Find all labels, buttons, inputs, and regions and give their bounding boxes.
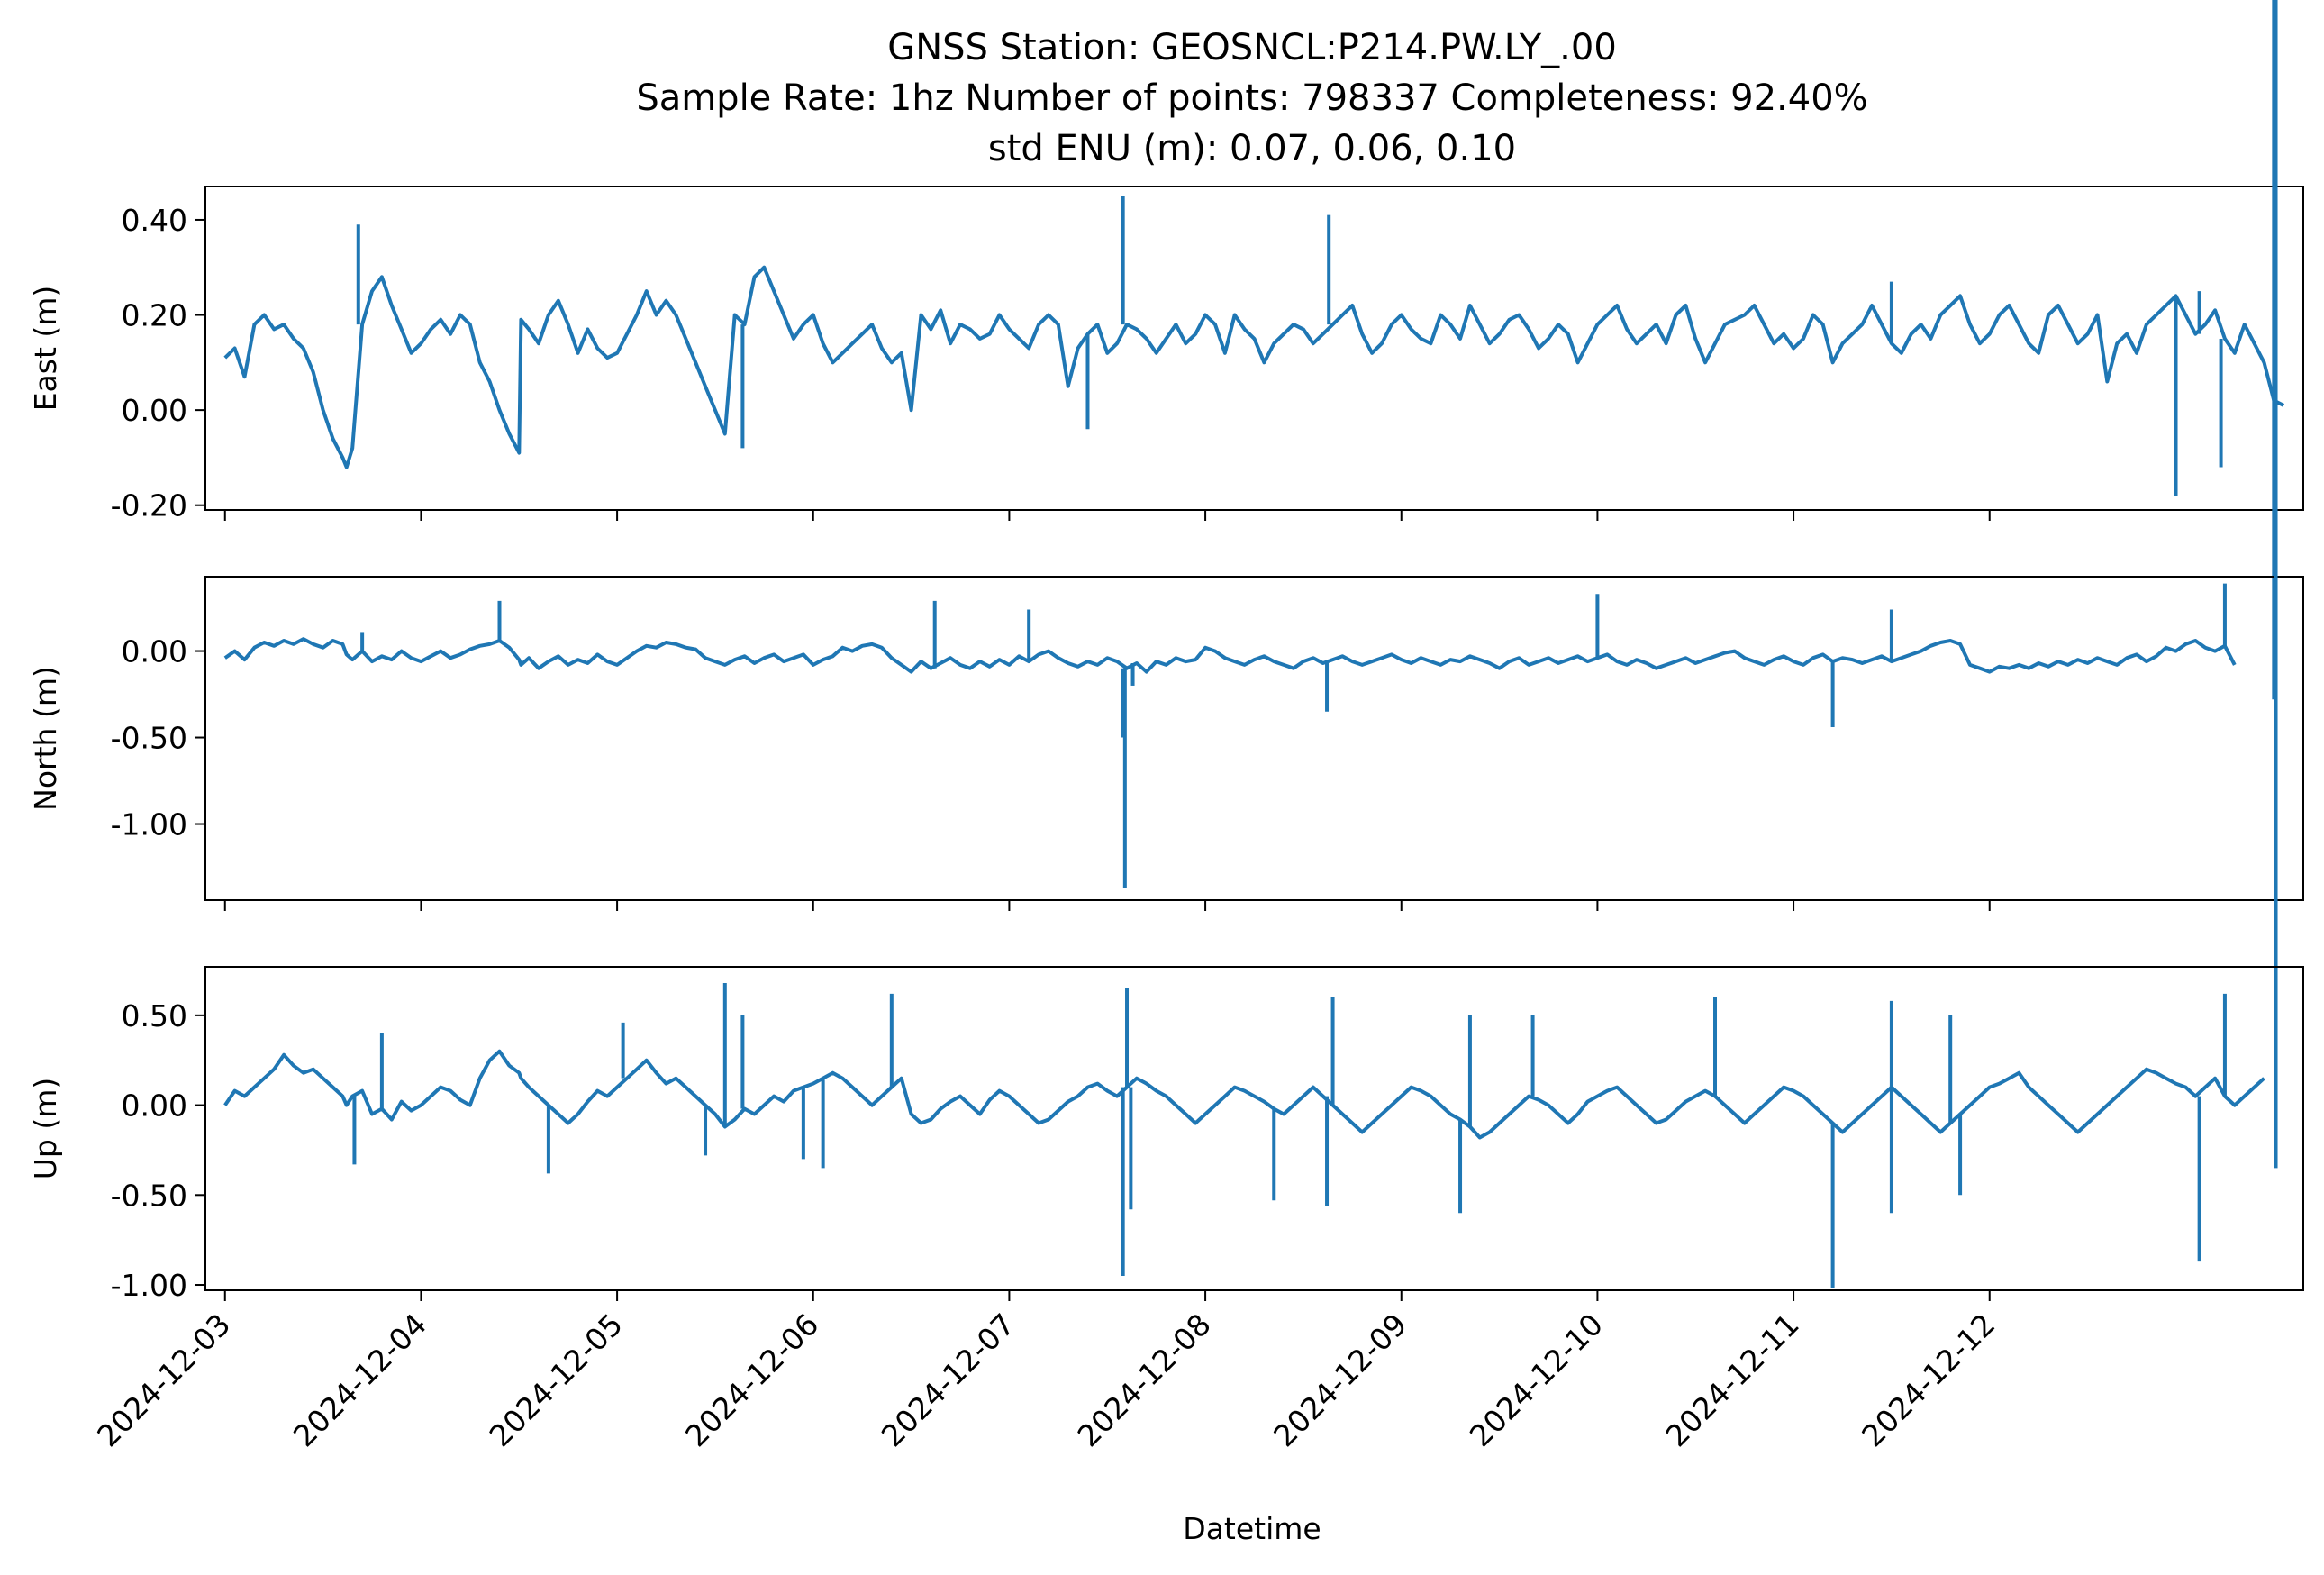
series-line (223, 265, 2285, 469)
y-tick-label: -0.50 (111, 1178, 187, 1213)
series-line (223, 637, 2237, 674)
y-tick-label: -1.00 (111, 807, 187, 842)
up-panel: -1.00 -0.50 0.00 0.50 Up (m) (28, 0, 2304, 1303)
y-tick-label: 0.20 (122, 298, 187, 333)
y-tick-label: 0.00 (122, 634, 187, 669)
y-axis-label: Up (m) (28, 1078, 63, 1180)
y-tick-label: 0.40 (122, 203, 187, 238)
axes-frame (204, 966, 2304, 1291)
y-tick-label: -0.50 (111, 721, 187, 756)
y-tick-label: -1.00 (111, 1268, 187, 1303)
y-tick-label: 0.00 (122, 393, 187, 428)
y-tick-label: -0.20 (111, 488, 187, 523)
chart-title-line-2: Sample Rate: 1hz Number of points: 79833… (636, 77, 1867, 119)
axes-frame (204, 186, 2304, 511)
x-axis-label: Datetime (1183, 1511, 1321, 1546)
y-tick-label: 0.00 (122, 1088, 187, 1124)
chart-title-line-3: std ENU (m): 0.07, 0.06, 0.10 (988, 128, 1516, 169)
y-axis-label: North (m) (28, 666, 63, 811)
y-tick-label: 0.50 (122, 998, 187, 1033)
north-panel: -1.00 -0.50 0.00 North (m) (28, 0, 2304, 911)
east-panel: -0.20 0.00 0.20 0.40 East (m) (28, 186, 2304, 523)
y-axis-label: East (m) (28, 286, 63, 412)
chart-title-line-1: GNSS Station: GEOSNCL:P214.PW.LY_.00 (887, 27, 1617, 68)
